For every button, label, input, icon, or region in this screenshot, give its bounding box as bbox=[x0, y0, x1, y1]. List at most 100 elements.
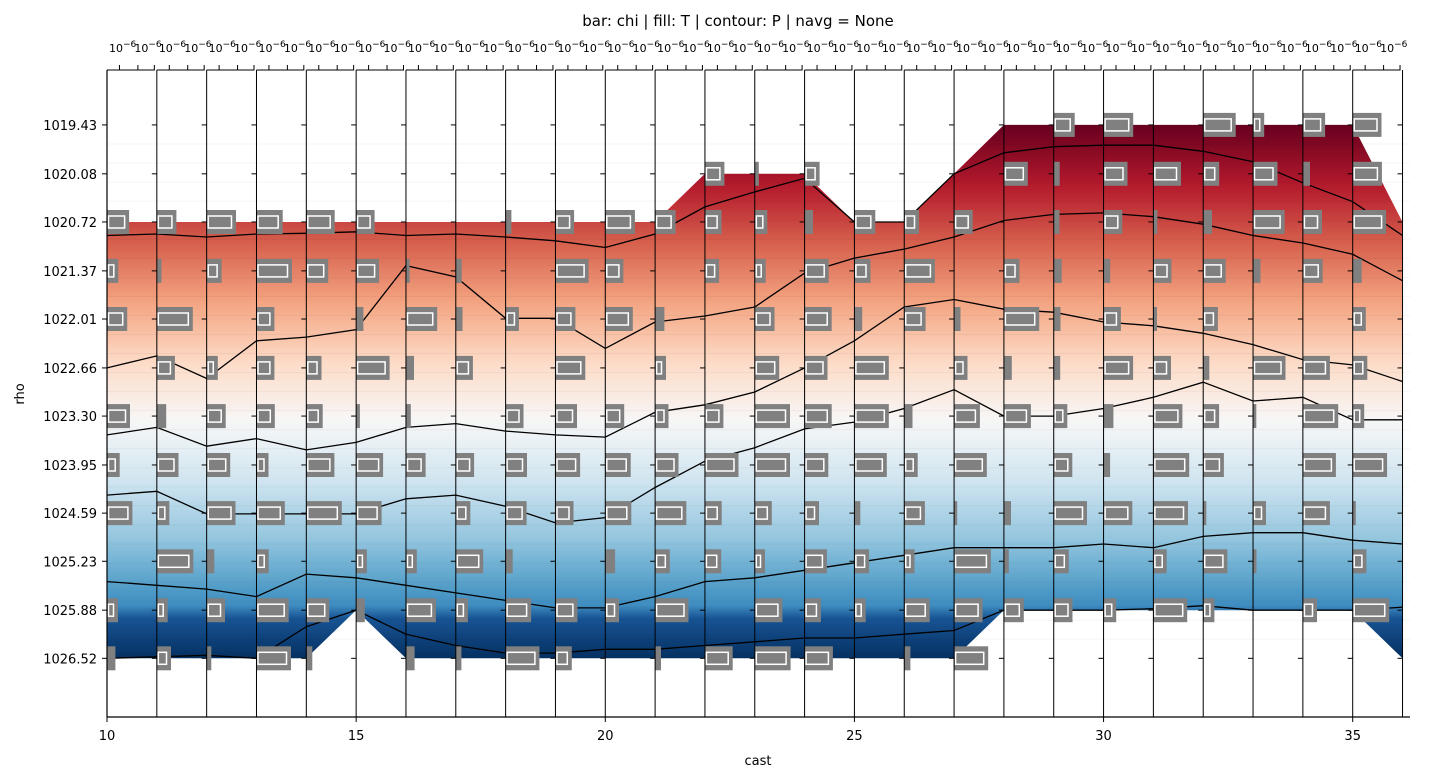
chi-bar-outline bbox=[307, 506, 339, 520]
x-tick-label: 20 bbox=[597, 729, 614, 744]
chi-bar-outline bbox=[1253, 215, 1281, 229]
cast-panel-top-label: 10−6 bbox=[234, 40, 262, 55]
chi-bar-outline bbox=[1353, 167, 1379, 181]
chi-bar-outline bbox=[207, 409, 222, 423]
chi-bar-outline bbox=[1353, 409, 1361, 423]
chi-bar-outline bbox=[805, 651, 830, 666]
chi-bar bbox=[356, 598, 365, 623]
cast-panel-top-label: 10−6 bbox=[633, 40, 661, 55]
chi-bar-outline bbox=[307, 264, 325, 278]
chi-bar bbox=[904, 404, 913, 429]
y-tick-label: 1022.66 bbox=[43, 362, 97, 377]
y-tick-label: 1022.01 bbox=[43, 313, 97, 328]
chi-bar-outline bbox=[1004, 264, 1016, 278]
chi-bar bbox=[854, 501, 861, 526]
chi-bar bbox=[356, 210, 375, 234]
chi-bar-outline bbox=[207, 264, 218, 278]
chi-bar bbox=[1103, 307, 1121, 331]
chi-bar bbox=[406, 258, 410, 283]
chi-bar bbox=[1003, 598, 1024, 623]
chi-bar-outline bbox=[307, 215, 331, 229]
chi-bar-outline bbox=[855, 458, 884, 472]
chi-bar bbox=[256, 355, 275, 380]
chi-bar-outline bbox=[705, 167, 721, 181]
chi-bar-outline bbox=[456, 554, 480, 569]
chi-bar bbox=[1302, 161, 1310, 186]
chi-bar-outline bbox=[506, 603, 528, 617]
chi-bar-outline bbox=[207, 603, 222, 617]
cast-panel-top-label: 10−6 bbox=[209, 40, 237, 55]
cast-panel-top-label: 10−6 bbox=[707, 40, 735, 55]
chi-bar-outline bbox=[107, 264, 115, 278]
chi-bar bbox=[206, 549, 215, 574]
chi-bar-outline bbox=[904, 506, 922, 520]
chi-bar bbox=[704, 404, 724, 429]
cast-panel-top-label: 10−6 bbox=[1205, 40, 1233, 55]
chi-bar-outline bbox=[1154, 361, 1168, 375]
cast-panel-top-label: 10−6 bbox=[1330, 40, 1358, 55]
y-tick-label: 1021.37 bbox=[43, 265, 97, 280]
chi-bar bbox=[1153, 598, 1188, 623]
chi-bar-outline bbox=[1253, 167, 1274, 181]
chi-bar bbox=[306, 646, 313, 671]
chi-bar-outline bbox=[1004, 167, 1025, 181]
chi-bar-outline bbox=[755, 264, 762, 278]
chi-bar-outline bbox=[506, 506, 523, 520]
chi-bar bbox=[156, 258, 162, 283]
cast-panel-top-label: 10−6 bbox=[906, 40, 934, 55]
chi-bar-outline bbox=[257, 506, 282, 520]
chi-bar bbox=[804, 258, 829, 283]
chi-bar-outline bbox=[257, 603, 285, 617]
chi-bar bbox=[1153, 307, 1157, 331]
chi-bar bbox=[804, 453, 829, 477]
chi-bar bbox=[156, 453, 179, 477]
cast-panel-top-label: 10−6 bbox=[508, 40, 536, 55]
chi-bar bbox=[804, 210, 813, 234]
chi-bar-outline bbox=[1303, 603, 1314, 617]
cast-panel-top-label: 10−6 bbox=[334, 40, 362, 55]
axes: 1019.43 1020.08 1020.72 1021.37 1022.01 1022.… bbox=[43, 70, 1410, 744]
chi-bar-outline bbox=[356, 554, 364, 569]
cast-panel-top-label: 10−6 bbox=[433, 40, 461, 55]
chi-bar-outline bbox=[1353, 118, 1378, 132]
chi-bar-outline bbox=[1303, 458, 1333, 472]
chi-bar-outline bbox=[107, 603, 115, 617]
chi-bar bbox=[107, 210, 130, 234]
chi-bar bbox=[206, 404, 226, 429]
chi-bar-outline bbox=[1004, 409, 1028, 423]
chi-bar-outline bbox=[556, 264, 585, 278]
cast-panel-top-label: 10−6 bbox=[258, 40, 286, 55]
y-tick-label: 1020.72 bbox=[43, 216, 97, 231]
chi-bar-outline bbox=[904, 458, 914, 472]
chi-bar-outline bbox=[805, 167, 816, 181]
chi-bar-outline bbox=[157, 554, 190, 569]
chi-bar bbox=[1053, 307, 1061, 331]
cast-panel-top-label: 10−6 bbox=[932, 40, 960, 55]
chi-bar bbox=[1302, 404, 1339, 429]
chi-bar-outline bbox=[655, 506, 683, 520]
chi-bar bbox=[1203, 210, 1212, 234]
chi-bar-outline bbox=[705, 409, 720, 423]
chi-bar-outline bbox=[556, 312, 572, 326]
chi-bar bbox=[306, 598, 330, 623]
chi-bar-outline bbox=[506, 458, 524, 472]
chi-bar bbox=[605, 404, 625, 429]
chi-bar-outline bbox=[705, 215, 718, 229]
chi-bar-outline bbox=[655, 603, 685, 617]
chi-bar bbox=[1302, 210, 1322, 234]
chi-bar bbox=[954, 549, 991, 574]
chi-bar bbox=[256, 307, 275, 331]
chi-bar bbox=[954, 307, 961, 331]
chi-bar bbox=[555, 404, 577, 429]
chi-bar bbox=[1352, 404, 1365, 429]
chi-bar-outline bbox=[606, 312, 630, 326]
chi-bar bbox=[107, 598, 118, 623]
chi-bar bbox=[1352, 501, 1356, 526]
cast-panel-top-label: 10−6 bbox=[1305, 40, 1333, 55]
chi-bar-outline bbox=[755, 651, 787, 666]
chi-bar-outline bbox=[556, 651, 569, 666]
chi-bar-outline bbox=[1253, 118, 1261, 132]
chi-bar bbox=[206, 598, 225, 623]
cast-panel-top-label: 10−6 bbox=[782, 40, 810, 55]
chi-bar bbox=[655, 307, 665, 331]
